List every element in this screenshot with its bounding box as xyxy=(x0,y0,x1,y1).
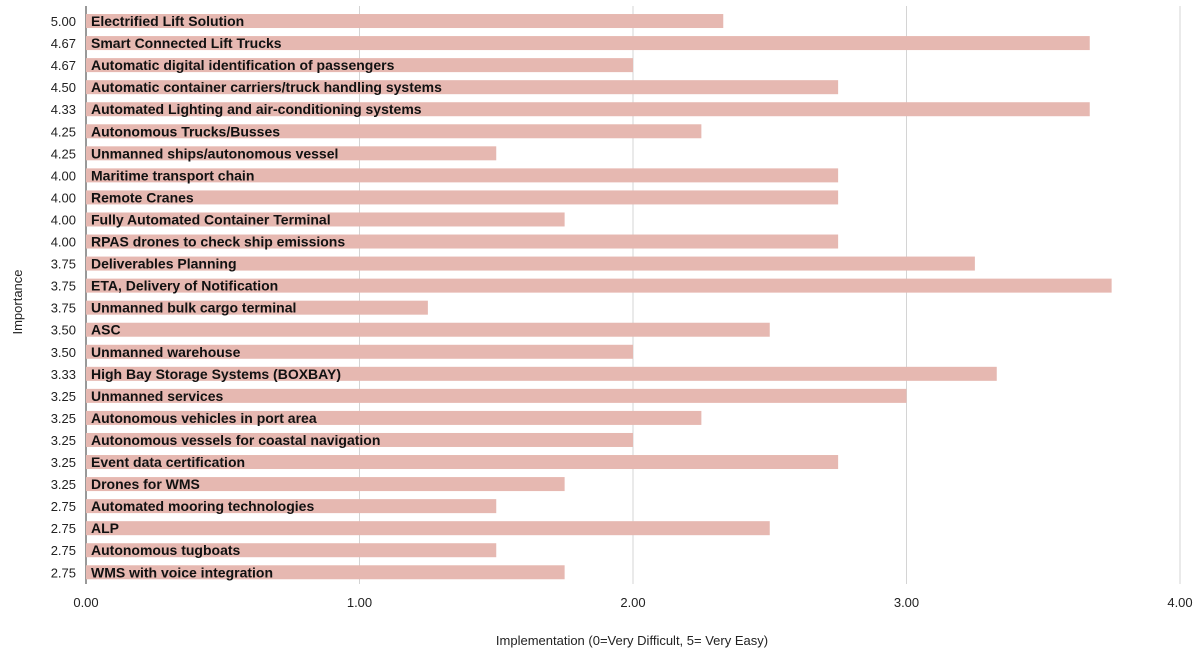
category-label: Unmanned ships/autonomous vessel xyxy=(91,145,338,161)
importance-tick-label: 2.75 xyxy=(51,543,76,558)
bar xyxy=(86,168,839,183)
category-label: RPAS drones to check ship emissions xyxy=(91,234,345,250)
category-label: Automated Lighting and air-conditioning … xyxy=(91,101,422,117)
category-label: Drones for WMS xyxy=(91,476,200,492)
importance-tick-label: 2.75 xyxy=(51,565,76,580)
importance-tick-label: 3.25 xyxy=(51,477,76,492)
category-label: Unmanned warehouse xyxy=(91,344,241,360)
category-label: Automatic container carriers/truck handl… xyxy=(91,79,442,95)
bar xyxy=(86,212,565,227)
category-label: Event data certification xyxy=(91,454,245,470)
importance-tick-label: 2.75 xyxy=(51,521,76,536)
bar xyxy=(86,300,428,315)
bar xyxy=(86,432,633,447)
importance-tick-label: 3.25 xyxy=(51,433,76,448)
bar xyxy=(86,499,497,514)
importance-tick-labels: 5.00 4.67 4.67 4.50 4.33 4.25 4.25 4.00 4.00 4.00… xyxy=(51,14,76,580)
category-label: Automatic digital identification of pass… xyxy=(91,57,395,73)
importance-tick-label: 3.25 xyxy=(51,389,76,404)
bar xyxy=(86,80,839,95)
category-label: Remote Cranes xyxy=(91,189,194,205)
bar xyxy=(86,388,907,403)
bar xyxy=(86,14,724,29)
bar xyxy=(86,124,702,139)
importance-tick-label: 4.25 xyxy=(51,146,76,161)
importance-tick-label: 5.00 xyxy=(51,14,76,29)
category-label: Autonomous vessels for coastal navigatio… xyxy=(91,432,380,448)
category-labels: Electrified Lift Solution Smart Connected… xyxy=(91,13,442,580)
importance-tick-label: 4.00 xyxy=(51,190,76,205)
bar xyxy=(86,410,702,425)
bar xyxy=(86,344,633,359)
importance-tick-label: 4.67 xyxy=(51,36,76,51)
category-label: WMS with voice integration xyxy=(91,564,273,580)
category-label: ALP xyxy=(91,520,119,536)
bar xyxy=(86,477,565,492)
x-tick-label: 1.00 xyxy=(347,595,372,610)
importance-tick-label: 4.00 xyxy=(51,212,76,227)
y-axis-title: Importance xyxy=(10,269,25,334)
category-label: Maritime transport chain xyxy=(91,167,254,183)
category-label: Smart Connected Lift Trucks xyxy=(91,35,282,51)
bar xyxy=(86,146,497,161)
category-label: Automated mooring technologies xyxy=(91,498,314,514)
category-label: Fully Automated Container Terminal xyxy=(91,211,331,227)
bar xyxy=(86,190,839,205)
category-label: Unmanned bulk cargo terminal xyxy=(91,300,296,316)
importance-tick-label: 2.75 xyxy=(51,499,76,514)
bar xyxy=(86,278,1112,293)
bar xyxy=(86,521,770,536)
category-label: Electrified Lift Solution xyxy=(91,13,244,29)
bar xyxy=(86,58,633,73)
x-tick-label: 0.00 xyxy=(73,595,98,610)
bar xyxy=(86,565,565,580)
category-label: ASC xyxy=(91,322,121,338)
importance-tick-label: 3.25 xyxy=(51,411,76,426)
importance-tick-label: 4.00 xyxy=(51,168,76,183)
importance-tick-label: 3.25 xyxy=(51,455,76,470)
category-label: Deliverables Planning xyxy=(91,256,237,272)
x-tick-label: 3.00 xyxy=(894,595,919,610)
category-label: Autonomous Trucks/Busses xyxy=(91,123,280,139)
category-label: Autonomous tugboats xyxy=(91,542,241,558)
importance-tick-label: 4.25 xyxy=(51,124,76,139)
bar xyxy=(86,322,770,337)
importance-tick-label: 4.50 xyxy=(51,80,76,95)
x-axis-title: Implementation (0=Very Difficult, 5= Ver… xyxy=(496,633,768,648)
importance-tick-label: 3.50 xyxy=(51,345,76,360)
bar xyxy=(86,102,1090,117)
bar xyxy=(86,455,839,470)
x-tick-label: 4.00 xyxy=(1167,595,1192,610)
importance-tick-label: 3.33 xyxy=(51,367,76,382)
importance-tick-label: 4.00 xyxy=(51,235,76,250)
category-label: Autonomous vehicles in port area xyxy=(91,410,317,426)
importance-tick-label: 4.33 xyxy=(51,102,76,117)
bar xyxy=(86,234,839,249)
x-tick-labels: 0.00 1.00 2.00 3.00 4.00 xyxy=(73,595,1192,610)
importance-tick-label: 3.50 xyxy=(51,323,76,338)
importance-tick-label: 3.75 xyxy=(51,257,76,272)
importance-tick-label: 4.67 xyxy=(51,58,76,73)
x-tick-label: 2.00 xyxy=(620,595,645,610)
bar xyxy=(86,256,975,271)
bars xyxy=(86,14,1112,580)
importance-tick-label: 3.75 xyxy=(51,279,76,294)
bar xyxy=(86,366,997,381)
bar xyxy=(86,36,1090,51)
category-label: High Bay Storage Systems (BOXBAY) xyxy=(91,366,341,382)
category-label: ETA, Delivery of Notification xyxy=(91,278,278,294)
bar xyxy=(86,543,497,558)
importance-tick-label: 3.75 xyxy=(51,301,76,316)
category-label: Unmanned services xyxy=(91,388,223,404)
